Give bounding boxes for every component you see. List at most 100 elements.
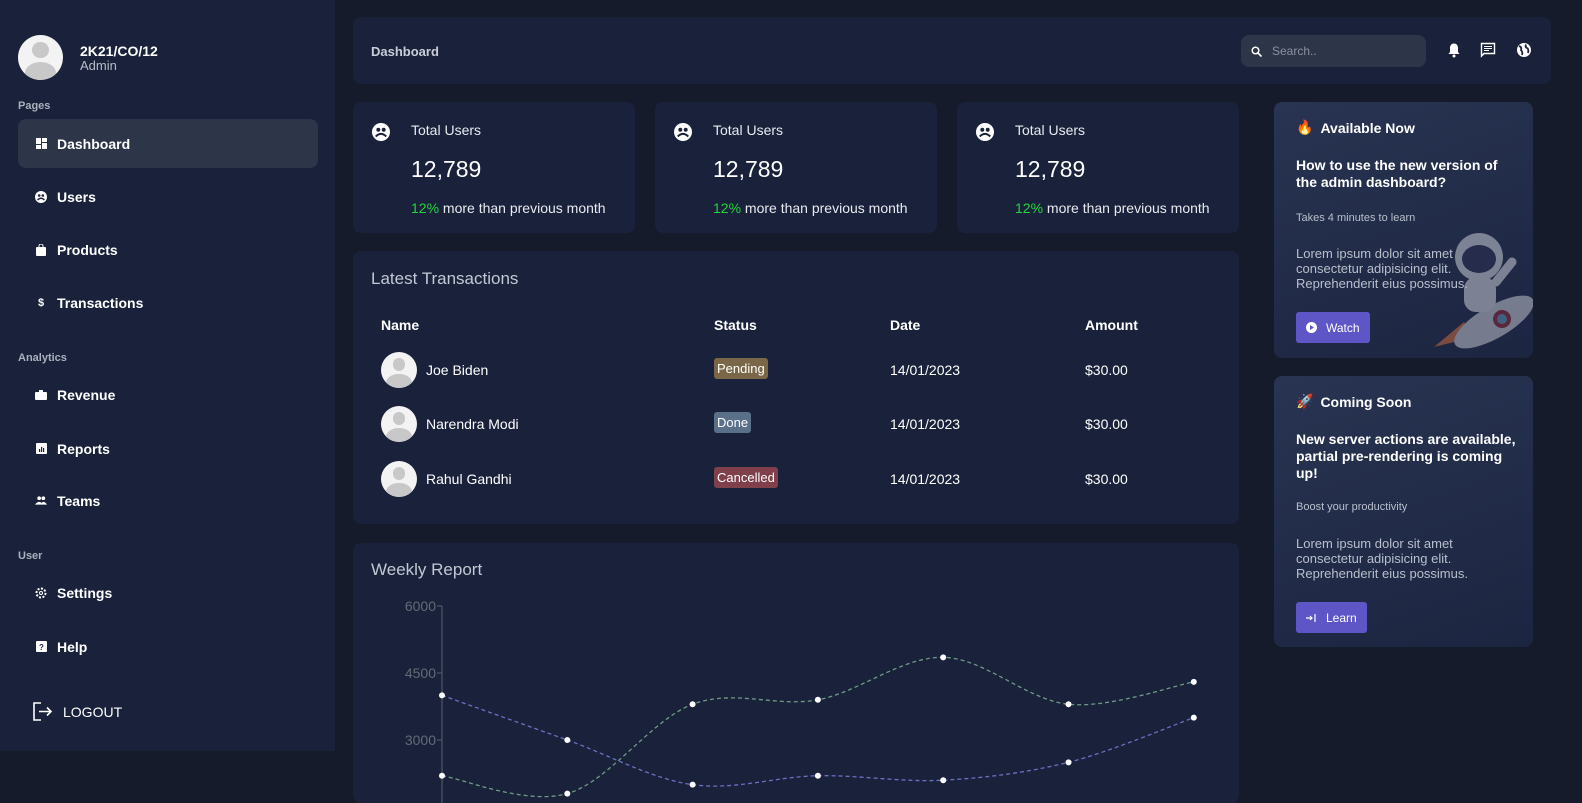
avatar bbox=[381, 352, 417, 388]
learn-label: Learn bbox=[1326, 610, 1357, 625]
stat-change: 12% more than previous month bbox=[1015, 200, 1210, 216]
logout-label: LOGOUT bbox=[63, 703, 123, 720]
data-point bbox=[1190, 678, 1197, 685]
login-arrow-icon bbox=[1306, 613, 1316, 622]
promo-heading: How to use the new version of the admin … bbox=[1296, 157, 1498, 190]
astronaut-illustration bbox=[1434, 233, 1533, 349]
sidebar: 2K21/CO/12 Admin Pages Dashboard Users P… bbox=[0, 0, 335, 751]
logout-button[interactable]: LOGOUT bbox=[33, 702, 122, 721]
promo-tag: 🚀 Coming Soon bbox=[1296, 393, 1411, 410]
table-row[interactable]: Narendra Modi Done 14/01/2023 $30.00 bbox=[353, 406, 1239, 446]
transaction-date: 14/01/2023 bbox=[890, 362, 961, 378]
sidebar-item-settings[interactable]: Settings bbox=[18, 568, 318, 617]
users-icon bbox=[372, 123, 390, 141]
svg-text:?: ? bbox=[39, 643, 44, 652]
data-point bbox=[689, 781, 696, 788]
status-badge: Pending bbox=[714, 358, 768, 379]
sidebar-item-label: Settings bbox=[57, 584, 113, 601]
section-analytics: Analytics bbox=[18, 352, 67, 364]
sidebar-item-reports[interactable]: Reports bbox=[18, 424, 318, 473]
promo-subtitle: Takes 4 minutes to learn bbox=[1296, 212, 1416, 224]
transaction-date: 14/01/2023 bbox=[890, 416, 961, 432]
dollar-icon: $ bbox=[37, 296, 45, 309]
globe-icon[interactable] bbox=[1516, 42, 1532, 58]
watch-label: Watch bbox=[1326, 320, 1360, 335]
stat-change-text: more than previous month bbox=[439, 200, 606, 216]
transaction-amount: $30.00 bbox=[1085, 416, 1128, 432]
sidebar-item-users[interactable]: Users bbox=[18, 172, 318, 221]
avatar bbox=[18, 35, 63, 80]
report-icon bbox=[35, 443, 47, 455]
y-tick-label: 6000 bbox=[405, 598, 436, 614]
sidebar-item-label: Transactions bbox=[57, 294, 144, 311]
bell-icon[interactable] bbox=[1446, 42, 1462, 58]
search-input[interactable] bbox=[1272, 44, 1412, 58]
sidebar-item-label: Products bbox=[57, 241, 118, 258]
status-badge: Done bbox=[714, 412, 752, 433]
gear-icon bbox=[35, 587, 47, 599]
transaction-name: Narendra Modi bbox=[426, 416, 519, 432]
sidebar-item-label: Revenue bbox=[57, 386, 116, 403]
shopping-bag-icon bbox=[35, 243, 47, 256]
stat-change-percent: 12% bbox=[1015, 200, 1044, 216]
transaction-date: 14/01/2023 bbox=[890, 471, 961, 487]
data-point bbox=[814, 696, 821, 703]
stat-card: Total Users 12,789 12% more than previou… bbox=[957, 102, 1239, 233]
sidebar-item-label: Users bbox=[57, 188, 96, 205]
promo-card-coming-soon: 🚀 Coming Soon New server actions are avai… bbox=[1274, 376, 1533, 647]
transaction-amount: $30.00 bbox=[1085, 362, 1128, 378]
sidebar-item-label: Reports bbox=[57, 440, 110, 457]
weekly-report-chart: 6000 4500 3000 bbox=[405, 598, 1197, 803]
column-header-name: Name bbox=[381, 317, 420, 333]
dashboard-icon bbox=[35, 138, 47, 150]
search-icon bbox=[1251, 45, 1262, 57]
play-icon bbox=[1306, 322, 1317, 333]
stat-value: 12,789 bbox=[713, 156, 784, 182]
watch-button[interactable]: Watch bbox=[1296, 312, 1370, 343]
transaction-name: Joe Biden bbox=[426, 362, 489, 378]
search-box[interactable] bbox=[1241, 35, 1426, 67]
y-tick-label: 3000 bbox=[405, 732, 436, 748]
transaction-amount: $30.00 bbox=[1085, 471, 1128, 487]
sidebar-item-transactions[interactable]: $ Transactions bbox=[18, 278, 318, 327]
sidebar-item-teams[interactable]: Teams bbox=[18, 476, 318, 525]
table-row[interactable]: Rahul Gandhi Cancelled 14/01/2023 $30.00 bbox=[353, 461, 1239, 501]
data-point bbox=[940, 777, 947, 784]
section-user: User bbox=[18, 550, 43, 562]
briefcase-icon bbox=[35, 389, 47, 401]
profile[interactable]: 2K21/CO/12 Admin bbox=[18, 35, 158, 80]
sidebar-item-dashboard[interactable]: Dashboard bbox=[18, 119, 318, 168]
users-icon bbox=[35, 190, 47, 203]
sidebar-item-label: Help bbox=[57, 638, 88, 655]
transactions-card: Latest Transactions Name Status Date Amo… bbox=[353, 251, 1239, 524]
sidebar-item-products[interactable]: Products bbox=[18, 225, 318, 274]
stat-change: 12% more than previous month bbox=[411, 200, 606, 216]
teams-icon bbox=[35, 495, 47, 507]
learn-button[interactable]: Learn bbox=[1296, 602, 1367, 633]
promo-card-available: 🔥 Available Now How to use the new versio… bbox=[1274, 102, 1533, 358]
avatar bbox=[381, 461, 417, 497]
stat-value: 12,789 bbox=[411, 156, 482, 182]
column-header-date: Date bbox=[890, 317, 921, 333]
data-point bbox=[564, 790, 571, 797]
promo-tag-label: Coming Soon bbox=[1320, 393, 1412, 410]
data-point bbox=[1065, 759, 1072, 766]
logout-icon bbox=[33, 702, 53, 721]
chart-title: Weekly Report bbox=[371, 560, 483, 579]
data-point bbox=[564, 737, 571, 743]
data-point bbox=[814, 772, 821, 779]
sidebar-item-revenue[interactable]: Revenue bbox=[18, 370, 318, 419]
help-icon: ? bbox=[35, 641, 47, 653]
sidebar-item-label: Teams bbox=[57, 492, 101, 509]
message-icon[interactable] bbox=[1480, 42, 1496, 58]
promo-body: Lorem ipsum dolor sit amet consectetur a… bbox=[1296, 536, 1468, 581]
status-badge: Cancelled bbox=[714, 467, 778, 488]
table-row[interactable]: Joe Biden Pending 14/01/2023 $30.00 bbox=[353, 352, 1239, 392]
stat-label: Total Users bbox=[411, 122, 482, 138]
promo-body: Lorem ipsum dolor sit amet consectetur a… bbox=[1296, 246, 1468, 291]
sidebar-item-help[interactable]: ? Help bbox=[18, 622, 318, 671]
users-icon bbox=[674, 123, 692, 141]
header: Dashboard bbox=[353, 17, 1551, 84]
stat-card: Total Users 12,789 12% more than previou… bbox=[353, 102, 635, 233]
promo-tag: 🔥 Available Now bbox=[1296, 119, 1415, 136]
